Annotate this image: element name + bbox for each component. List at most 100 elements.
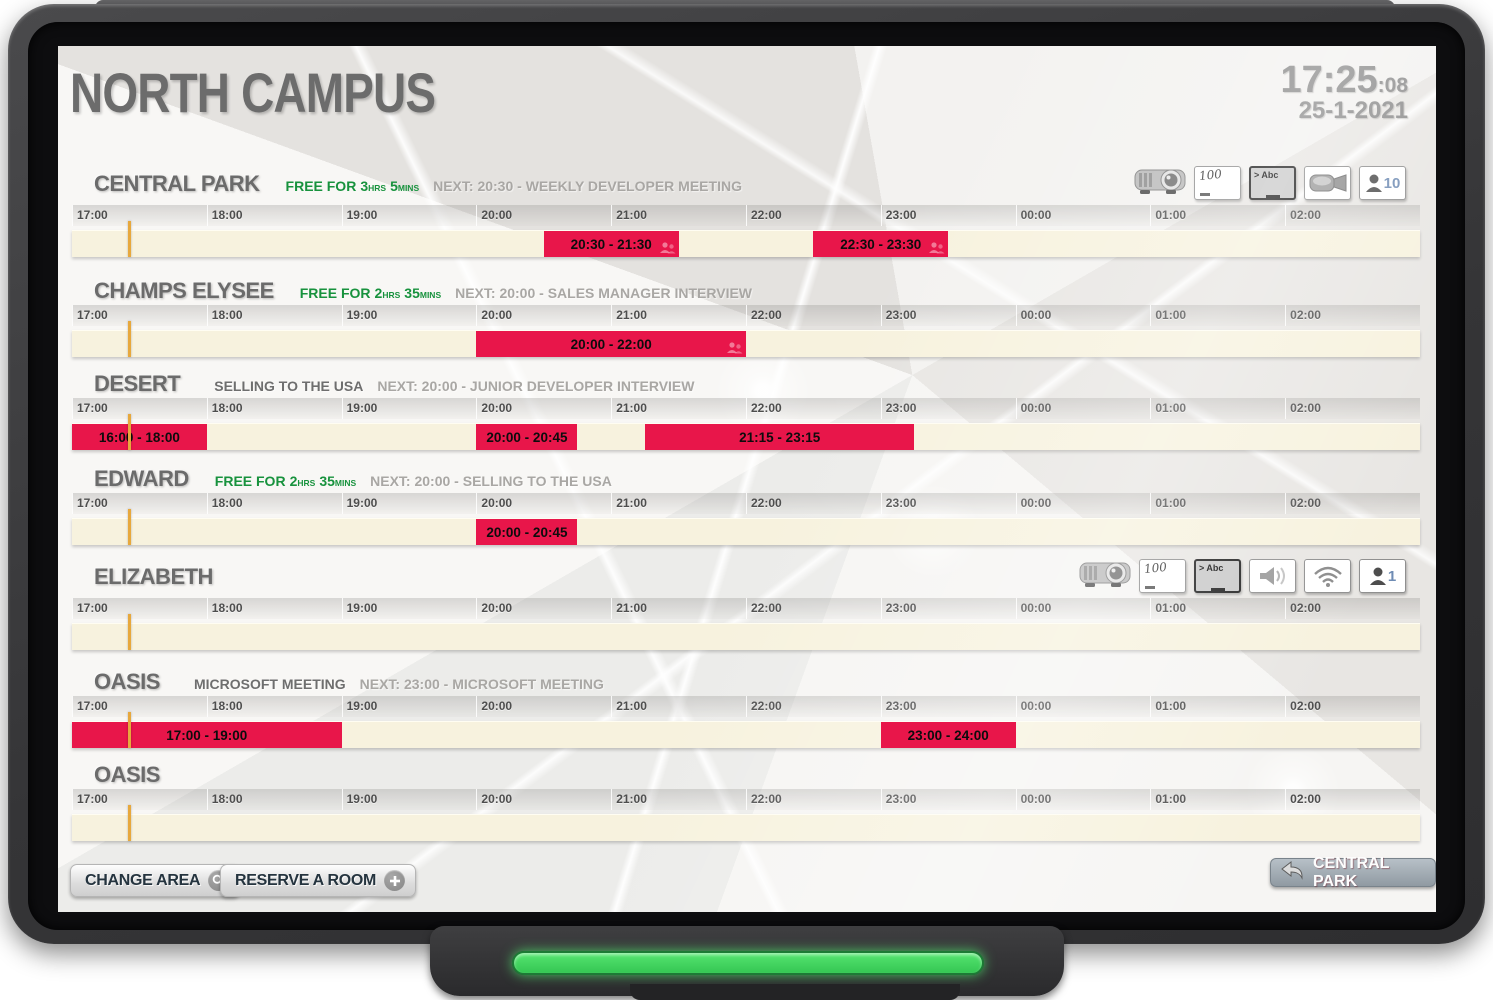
hour-label: 20:00: [476, 305, 612, 326]
hour-label: 02:00: [1285, 598, 1420, 619]
hour-label: 01:00: [1150, 598, 1286, 619]
attendees-icon: [659, 241, 677, 257]
hour-label: 17:00: [72, 493, 207, 514]
room-next: NEXT: 20:00 - JUNIOR DEVELOPER INTERVIEW: [377, 378, 695, 394]
room-name[interactable]: EDWARD: [94, 466, 189, 491]
hour-label: 18:00: [206, 398, 342, 419]
booking-block[interactable]: 20:30 - 21:30: [543, 231, 679, 257]
current-time-marker: [128, 614, 132, 650]
room-status: FREE FOR 3 HRS 5 MINS: [285, 178, 420, 194]
booking-time-label: 23:00 - 24:00: [907, 727, 989, 743]
hour-label: 00:00: [1015, 789, 1151, 810]
hour-label: 22:00: [745, 205, 881, 226]
booking-block[interactable]: 17:00 - 19:00: [72, 722, 342, 748]
hour-label: 18:00: [206, 493, 342, 514]
timeline-strip[interactable]: 20:00 - 20:45: [72, 509, 1420, 545]
hour-label: 02:00: [1285, 205, 1420, 226]
booking-time-label: 21:15 - 23:15: [739, 429, 821, 445]
hour-label: 17:00: [72, 696, 207, 717]
hour-label: 17:00: [72, 789, 207, 810]
room-next: NEXT: 23:00 - MICROSOFT MEETING: [359, 676, 604, 692]
room-header: CHAMPS ELYSEE FREE FOR 2 HRS 35 MINS NEXT: 2…: [94, 278, 752, 304]
hour-label: 18:00: [206, 696, 342, 717]
room-row-elizabeth: ELIZABETH 100 > Abc 1 17:00 18:00 19:00 20:…: [72, 558, 1420, 653]
hour-label: 22:00: [745, 598, 881, 619]
booking-time-label: 20:00 - 20:45: [486, 429, 568, 445]
whiteboard-icon: 100: [1139, 559, 1186, 593]
hour-label: 19:00: [341, 493, 477, 514]
room-row-champs-elysee: CHAMPS ELYSEE FREE FOR 2 HRS 35 MINS NEXT: 2…: [72, 278, 1420, 373]
booking-block[interactable]: 20:00 - 20:45: [476, 519, 578, 545]
page-title: NORTH CAMPUS: [70, 61, 436, 124]
wifi-icon: [1304, 559, 1351, 593]
amenity-icons: 100 > Abc 1: [1079, 558, 1406, 594]
room-row-oasis: OASIS MICROSOFT MEETING NEXT: 23:00 - MI…: [72, 669, 1420, 764]
hour-label: 21:00: [611, 493, 746, 514]
hour-label: 17:00: [72, 398, 207, 419]
hour-label: 20:00: [476, 696, 612, 717]
hour-label: 17:00: [72, 205, 207, 226]
hour-label: 00:00: [1015, 305, 1151, 326]
timeline-strip[interactable]: 20:30 - 21:30 22:30 - 23:30: [72, 221, 1420, 257]
capacity-icon: 10: [1359, 166, 1406, 200]
room-name[interactable]: OASIS: [94, 669, 160, 694]
timeline-strip[interactable]: 20:00 - 22:00: [72, 321, 1420, 357]
room-header: CENTRAL PARK FREE FOR 3 HRS 5 MINS NEXT: 20:…: [94, 171, 742, 197]
current-time-marker: [128, 805, 132, 841]
capacity-icon: 1: [1359, 559, 1406, 593]
plus-icon: [384, 870, 406, 891]
room-name[interactable]: CENTRAL PARK: [94, 171, 260, 196]
room-status: FREE FOR 2 HRS 35 MINS: [299, 285, 442, 301]
room-name[interactable]: CHAMPS ELYSEE: [94, 278, 274, 303]
hour-scale: 17:00 18:00 19:00 20:00 21:00 22:00 23:00 00:00…: [72, 398, 1420, 419]
hour-scale: 17:00 18:00 19:00 20:00 21:00 22:00 23:00 00:00…: [72, 789, 1420, 810]
room-name[interactable]: DESERT: [94, 371, 181, 396]
projector-icon: [1134, 164, 1186, 203]
hour-label: 02:00: [1285, 398, 1420, 419]
hour-label: 19:00: [341, 398, 477, 419]
booking-block[interactable]: 16:00 - 18:00: [72, 424, 207, 450]
hour-label: 02:00: [1285, 305, 1420, 326]
hour-label: 19:00: [341, 696, 477, 717]
current-time-marker: [128, 509, 132, 545]
room-name[interactable]: OASIS: [94, 762, 160, 787]
booking-block[interactable]: 23:00 - 24:00: [880, 722, 1016, 748]
hour-label: 21:00: [611, 696, 746, 717]
booking-block[interactable]: 20:00 - 22:00: [476, 331, 746, 357]
booking-block[interactable]: 21:15 - 23:15: [644, 424, 915, 450]
hour-label: 21:00: [611, 305, 746, 326]
room-name[interactable]: ELIZABETH: [94, 564, 213, 589]
booking-block[interactable]: 22:30 - 23:30: [813, 231, 949, 257]
hour-label: 20:00: [476, 398, 612, 419]
back-arrow-icon: [1279, 860, 1305, 885]
timeline-strip[interactable]: 17:00 - 19:00 23:00 - 24:00: [72, 712, 1420, 748]
speaker-icon: [1249, 559, 1296, 593]
change-area-button[interactable]: CHANGE AREA: [70, 864, 241, 897]
room-next: NEXT: 20:30 - WEEKLY DEVELOPER MEETING: [433, 178, 742, 194]
booking-time-label: 22:30 - 23:30: [840, 236, 922, 252]
timeline-strip[interactable]: [72, 614, 1420, 650]
hour-label: 18:00: [206, 305, 342, 326]
amenity-icons: 100 > Abc 10: [1134, 165, 1406, 201]
hour-label: 17:00: [72, 598, 207, 619]
hour-label: 19:00: [341, 305, 477, 326]
hour-scale: 17:00 18:00 19:00 20:00 21:00 22:00 23:00 00:00…: [72, 205, 1420, 226]
timeline-strip[interactable]: [72, 805, 1420, 841]
hour-label: 23:00: [880, 305, 1016, 326]
hour-label: 21:00: [611, 789, 746, 810]
hour-label: 22:00: [745, 493, 881, 514]
timeline-strip[interactable]: 16:00 - 18:00 20:00 - 20:45 21:15 - 23:15: [72, 414, 1420, 450]
hour-label: 01:00: [1150, 789, 1286, 810]
hour-label: 21:00: [611, 205, 746, 226]
booking-time-label: 20:00 - 22:00: [570, 336, 652, 352]
room-row-central-park: CENTRAL PARK FREE FOR 3 HRS 5 MINS NEXT: 20:…: [72, 165, 1420, 260]
current-time-marker: [128, 414, 132, 450]
booking-block[interactable]: 20:00 - 20:45: [476, 424, 578, 450]
back-to-room-button[interactable]: CENTRAL PARK: [1270, 855, 1436, 890]
attendees-icon: [928, 241, 946, 257]
display-screen-icon: > Abc: [1249, 166, 1296, 200]
hour-label: 23:00: [880, 598, 1016, 619]
hour-label: 00:00: [1015, 398, 1151, 419]
reserve-room-button[interactable]: RESERVE A ROOM: [220, 864, 417, 897]
